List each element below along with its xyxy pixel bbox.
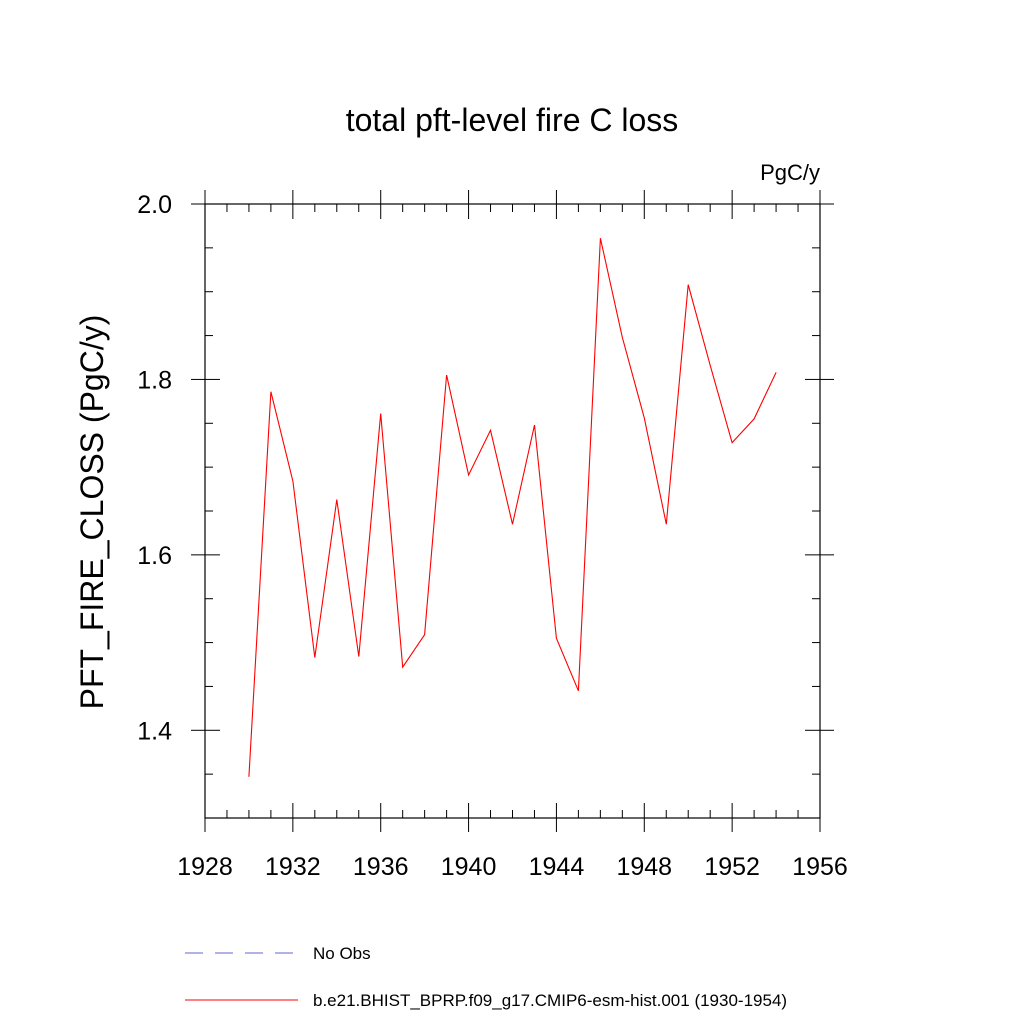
x-tick-label: 1956 xyxy=(792,853,848,881)
units-label: PgC/y xyxy=(760,160,820,185)
plot-frame xyxy=(204,203,821,819)
x-tick-label: 1928 xyxy=(177,853,233,881)
x-tick-label: 1944 xyxy=(529,853,585,881)
axis-tick-labels: 1928 1932 1936 1940 1944 1948 1952 1956 1.4 1.6 1.… xyxy=(137,191,848,881)
legend-label: b.e21.BHIST_BPRP.f09_g17.CMIP6-esm-hist.… xyxy=(313,991,787,1010)
chart-title: total pft-level fire C loss xyxy=(346,102,679,138)
y-tick-label: 1.6 xyxy=(137,542,172,570)
y-tick-label: 1.8 xyxy=(137,366,172,394)
y-tick-label: 1.4 xyxy=(137,717,172,745)
legend: No Obs b.e21.BHIST_BPRP.f09_g17.CMIP6-esm… xyxy=(185,944,787,1010)
x-tick-label: 1932 xyxy=(265,853,321,881)
y-axis-label: PFT_FIRE_CLOSS (PgC/y) xyxy=(74,315,110,710)
data-series xyxy=(248,238,777,777)
x-tick-label: 1940 xyxy=(441,853,497,881)
axis-ticks xyxy=(191,190,834,832)
x-tick-label: 1948 xyxy=(616,853,672,881)
legend-label: No Obs xyxy=(313,944,371,963)
y-tick-label: 2.0 xyxy=(137,191,172,219)
series-line xyxy=(248,238,777,777)
x-tick-label: 1936 xyxy=(353,853,409,881)
x-tick-label: 1952 xyxy=(704,853,760,881)
